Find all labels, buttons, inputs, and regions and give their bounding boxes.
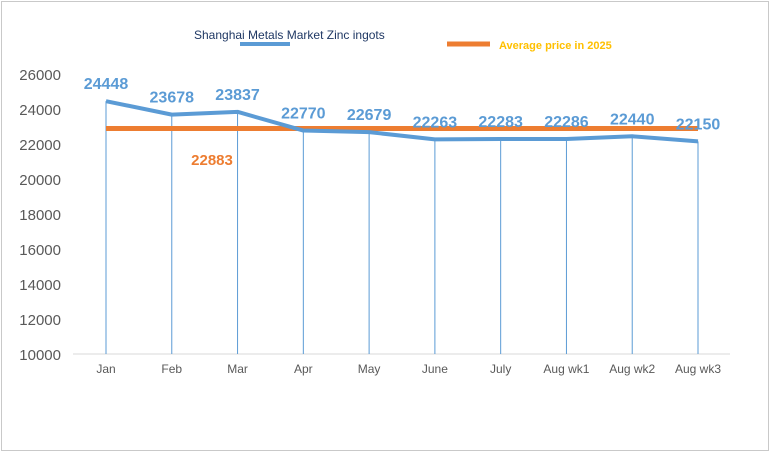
data-label: 22440 [610,111,655,128]
x-tick-label: Mar [227,362,248,376]
y-tick-label: 18000 [19,207,61,224]
legend: Shanghai Metals Market Zinc ingots Avera… [194,28,612,52]
data-label: 22679 [347,107,392,124]
x-tick-label: Aug wk3 [675,362,721,376]
data-label: 22283 [478,114,523,131]
x-tick-label: June [422,362,448,376]
y-tick-label: 10000 [19,347,61,364]
legend-label-zinc: Shanghai Metals Market Zinc ingots [194,28,385,42]
x-tick-label: Jan [96,362,115,376]
data-label: 22263 [413,114,458,131]
x-tick-label: July [490,362,511,376]
legend-label-average: Average price in 2025 [499,40,612,52]
y-tick-label: 22000 [19,137,61,154]
x-tick-label: Aug wk2 [609,362,655,376]
x-tick-label: Aug wk1 [543,362,589,376]
x-tick-label: Apr [294,362,313,376]
line-chart: Shanghai Metals Market Zinc ingots Avera… [19,28,730,376]
y-tick-label: 26000 [19,67,61,84]
drop-lines [105,101,699,354]
x-tick-label: Feb [161,362,182,376]
y-tick-label: 16000 [19,242,61,259]
x-tick-label: May [358,362,381,376]
data-label: 23837 [215,87,260,104]
y-tick-label: 14000 [19,277,61,294]
data-label: 24448 [84,76,129,93]
y-tick-label: 12000 [19,312,61,329]
data-label: 22286 [544,114,589,131]
data-label: 22150 [676,116,721,133]
chart-frame: Shanghai Metals Market Zinc ingots Avera… [1,1,769,451]
data-label: 23678 [150,90,195,107]
zinc-price-line [105,99,699,144]
average-price-label: 22883 [191,152,233,169]
y-tick-label: 20000 [19,172,61,189]
y-tick-label: 24000 [19,102,61,119]
x-axis: Jan Feb Mar Apr May June July Aug wk1 Aug wk2 Aug… [96,362,721,376]
data-label: 22770 [281,106,326,123]
data-labels: 24448 23678 23837 22770 22679 22263 22283 22286… [84,76,721,133]
y-axis: 10000 12000 14000 16000 18000 20000 22000 24000… [19,67,61,364]
